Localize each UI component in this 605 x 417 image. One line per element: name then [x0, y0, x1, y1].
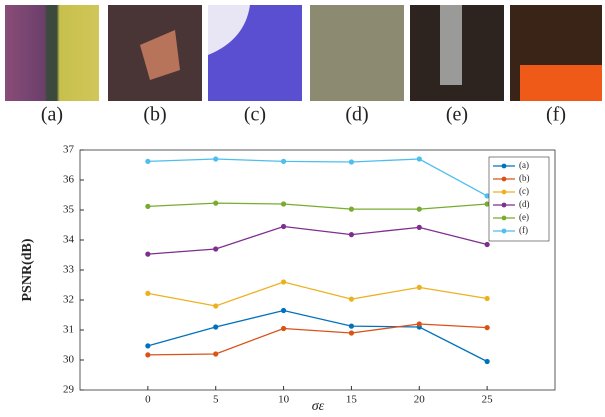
data-point — [213, 324, 218, 329]
data-point — [281, 224, 286, 229]
data-point — [145, 352, 150, 357]
x-tick-label: 5 — [213, 394, 219, 406]
data-point — [485, 296, 490, 301]
data-point — [213, 303, 218, 308]
data-point — [417, 321, 422, 326]
data-point — [485, 242, 490, 247]
data-point — [417, 156, 422, 161]
y-tick-label: 31 — [63, 324, 74, 336]
y-tick-label: 37 — [63, 144, 75, 156]
data-point — [213, 201, 218, 206]
figure: PSNR(dB) σε (a) (b) (c) (d) (e) (f) 29 30 31 32 33… — [0, 0, 605, 417]
panel-label: (e) — [446, 104, 468, 126]
data-point — [349, 330, 354, 335]
data-point — [281, 159, 286, 164]
data-point — [349, 232, 354, 237]
legend-marker — [502, 229, 507, 234]
data-point — [417, 225, 422, 230]
y-tick-label: 32 — [63, 294, 74, 306]
x-tick-label: 25 — [482, 394, 494, 406]
data-point — [213, 351, 218, 356]
plot-frame — [80, 150, 555, 390]
legend-marker — [502, 177, 507, 182]
thumbnail — [5, 5, 99, 101]
legend-label: (b) — [519, 173, 530, 183]
x-axis-title: σε — [312, 399, 325, 414]
data-point — [145, 204, 150, 209]
thumbnail-detail — [440, 5, 462, 85]
data-point — [281, 201, 286, 206]
legend-label: (d) — [519, 199, 530, 209]
data-point — [349, 324, 354, 329]
y-tick-label: 30 — [63, 354, 75, 366]
legend-label: (c) — [519, 186, 529, 196]
series-line — [148, 324, 487, 355]
data-point — [281, 308, 286, 313]
panel-label: (c) — [244, 104, 266, 126]
legend-marker — [502, 164, 507, 169]
panel-label: (d) — [345, 104, 368, 126]
y-tick-label: 33 — [63, 264, 75, 276]
panel-label: (f) — [546, 104, 566, 126]
data-point — [485, 359, 490, 364]
data-point — [213, 246, 218, 251]
series-line — [148, 203, 487, 209]
x-tick-label: 15 — [346, 394, 358, 406]
data-point — [417, 207, 422, 212]
legend-label: (a) — [519, 160, 529, 170]
data-point — [349, 159, 354, 164]
data-point — [145, 291, 150, 296]
x-tick-label: 20 — [414, 394, 426, 406]
data-point — [145, 343, 150, 348]
thumbnail — [310, 5, 404, 101]
legend-marker — [502, 190, 507, 195]
legend-marker — [502, 203, 507, 208]
legend-label: (f) — [519, 225, 528, 235]
data-point — [349, 207, 354, 212]
data-point — [349, 297, 354, 302]
y-axis-title: PSNR(dB) — [20, 238, 35, 301]
y-tick-label: 35 — [63, 204, 75, 216]
y-tick-label: 34 — [63, 234, 75, 246]
legend-label: (e) — [519, 212, 529, 222]
data-point — [145, 252, 150, 257]
x-tick-label: 10 — [278, 394, 290, 406]
panel-label: (b) — [143, 104, 166, 126]
y-tick-label: 29 — [63, 384, 75, 396]
data-point — [145, 159, 150, 164]
legend-marker — [502, 216, 507, 221]
x-tick-label: 0 — [145, 394, 151, 406]
data-point — [213, 156, 218, 161]
data-point — [417, 285, 422, 290]
series-line — [148, 227, 487, 255]
panel-label: (a) — [41, 104, 63, 126]
series-line — [148, 159, 487, 196]
series-line — [148, 282, 487, 306]
y-tick-label: 36 — [63, 174, 75, 186]
data-point — [485, 325, 490, 330]
data-point — [281, 279, 286, 284]
thumbnail-detail — [520, 65, 602, 101]
data-point — [281, 326, 286, 331]
